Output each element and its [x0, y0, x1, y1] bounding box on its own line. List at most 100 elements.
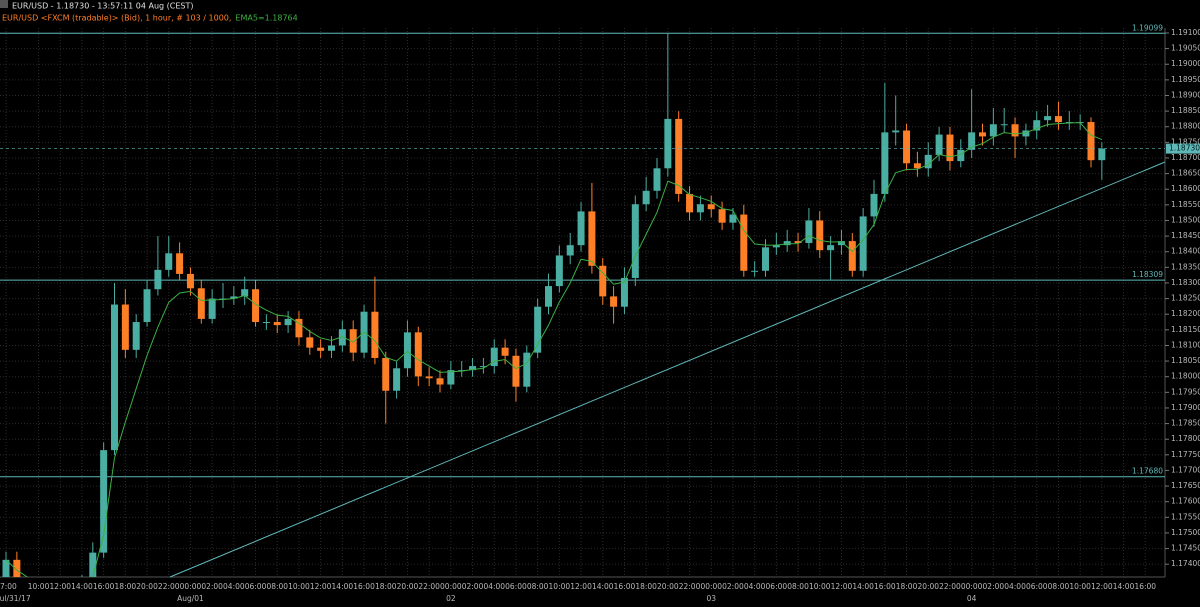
candle-body [523, 352, 531, 387]
y-tick-label: 1.18500 [1171, 215, 1200, 224]
candle-body [1098, 148, 1106, 161]
y-tick-label: 1.17900 [1171, 403, 1200, 412]
candle-body [588, 211, 596, 266]
x-tick-label: 02:00 [201, 582, 223, 591]
y-tick-label: 1.17500 [1171, 528, 1200, 537]
x-tick-label: 12:00 [1091, 582, 1113, 591]
x-tick-label: 10:00 [1069, 582, 1091, 591]
price-line-label: 1.17680 [1132, 467, 1163, 476]
candle-body [1000, 124, 1008, 126]
y-tick-label: 1.18700 [1171, 153, 1200, 162]
last-price-box [1166, 143, 1200, 154]
x-tick-label: 12:00 [831, 582, 853, 591]
x-tick-label: 14:00 [332, 582, 354, 591]
x-tick-label: 10:00 [549, 582, 571, 591]
candle-body [132, 322, 140, 350]
candle-body [534, 306, 542, 353]
candle-body [664, 118, 672, 169]
date-label: Jul/31/17 [0, 594, 31, 603]
candle-body [892, 130, 900, 133]
candle-body [827, 245, 835, 251]
x-tick-label: 08:00 [787, 582, 809, 591]
x-tick-label: 22:00 [158, 582, 180, 591]
candle-body [241, 289, 249, 297]
y-tick-label: 1.17800 [1171, 434, 1200, 443]
candle-body [968, 132, 976, 150]
candle-body [371, 311, 379, 358]
candle-body [186, 273, 194, 289]
x-tick-label: 20:00 [917, 582, 939, 591]
x-tick-label: 16:00 [874, 582, 896, 591]
x-tick-label: 06:00 [766, 582, 788, 591]
candle-body [338, 329, 346, 346]
candle-body [881, 132, 889, 194]
candle-body [1011, 124, 1019, 137]
candle-body [762, 247, 769, 271]
candle-body [859, 216, 867, 271]
candle-body [349, 329, 357, 353]
y-tick-label: 1.18600 [1171, 184, 1200, 193]
candle-body [447, 370, 455, 385]
y-tick-label: 1.18400 [1171, 247, 1200, 256]
candle-body [610, 296, 618, 307]
x-tick-label: 06:00 [245, 582, 267, 591]
x-tick-label: 06:00 [1026, 582, 1048, 591]
y-tick-label: 1.18450 [1171, 231, 1200, 240]
candle-body [393, 368, 401, 391]
candle-body [317, 347, 325, 351]
x-tick-label: 10:00 [809, 582, 831, 591]
candle-body [2, 559, 10, 577]
x-tick-label: 14:00 [71, 582, 93, 591]
x-tick-label: 04:00 [1004, 582, 1026, 591]
candle-body [382, 357, 390, 391]
x-tick-label: 12:00 [310, 582, 332, 591]
candle-body [154, 269, 162, 290]
candle-body [631, 204, 639, 278]
candle-body [989, 124, 997, 137]
candle-body [111, 304, 118, 451]
candle-body [89, 552, 97, 577]
candle-body [696, 204, 704, 213]
candle-body [848, 241, 856, 271]
candle-body [1087, 122, 1095, 161]
y-tick-label: 1.17550 [1171, 512, 1200, 521]
x-tick-label: 22:00 [679, 582, 701, 591]
last-price-label: 1.18730 [1169, 144, 1200, 153]
y-tick-label: 1.18350 [1171, 262, 1200, 271]
x-tick-label: 16:00 [93, 582, 115, 591]
x-tick-label: 12:00 [570, 582, 592, 591]
x-tick-label: 20:00 [136, 582, 158, 591]
candle-body [577, 211, 585, 246]
candle-body [295, 318, 303, 338]
x-tick-label: 08:00 [266, 582, 288, 591]
chart-subtitle: EUR/USD <FXCM (tradable)> (Bid), 1 hour,… [2, 14, 231, 23]
x-tick-label: 00:00 [961, 582, 983, 591]
date-label: Aug/01 [177, 594, 204, 603]
candle-body [837, 241, 845, 246]
x-tick-label: 16:00 [1134, 582, 1156, 591]
y-tick-label: 1.18750 [1171, 137, 1200, 146]
candle-body [143, 289, 151, 323]
candle-body [176, 253, 184, 274]
y-tick-label: 1.18100 [1171, 340, 1200, 349]
y-tick-label: 1.17950 [1171, 387, 1200, 396]
candle-body [913, 163, 921, 169]
y-tick-label: 1.18300 [1171, 278, 1200, 287]
x-tick-label: 20:00 [657, 582, 679, 591]
y-tick-label: 1.17650 [1171, 481, 1200, 490]
candle-body [490, 347, 498, 367]
y-tick-label: 1.19050 [1171, 44, 1200, 53]
x-tick-label: 02:00 [462, 582, 484, 591]
candle-body [501, 347, 509, 356]
date-label: 03 [706, 594, 716, 603]
candle-body [957, 149, 965, 162]
candle-body [545, 286, 552, 307]
x-tick-label: 04:00 [223, 582, 245, 591]
candle-body [252, 289, 260, 323]
candle-body [403, 332, 411, 369]
y-tick-label: 1.18200 [1171, 309, 1200, 318]
x-tick-label: 00:00 [700, 582, 722, 591]
